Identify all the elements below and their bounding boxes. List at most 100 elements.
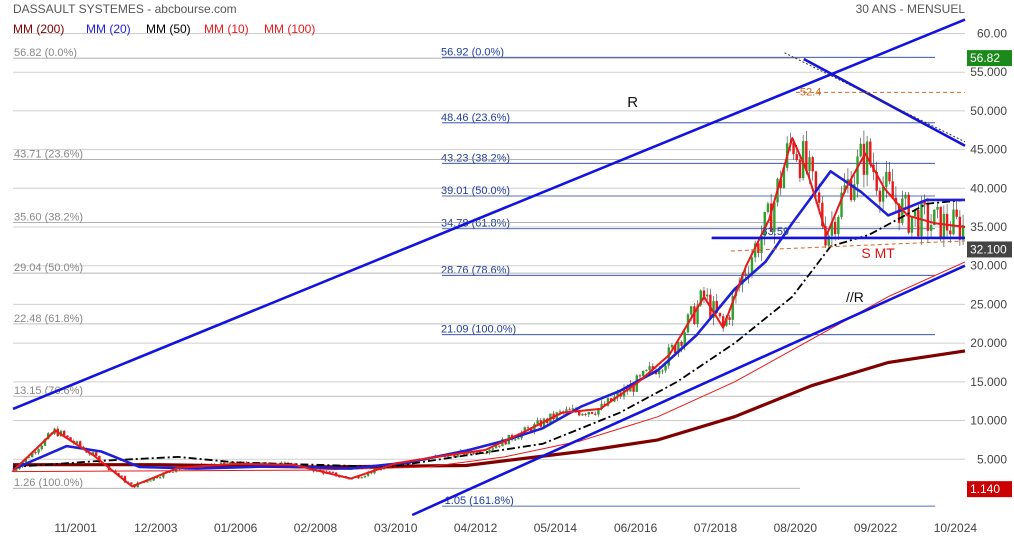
fib-level-label: 43.23 (38.2%)	[441, 152, 510, 164]
candle-body	[648, 366, 651, 370]
candle-body	[523, 427, 527, 433]
candle-body	[526, 427, 530, 429]
candle-body	[130, 482, 133, 485]
candle-body	[837, 217, 840, 235]
candle-body	[478, 450, 482, 454]
candle-body	[37, 449, 40, 453]
fib-level-label: 28.76 (78.6%)	[441, 264, 510, 276]
y-tick-label: 30.000	[970, 259, 1007, 273]
candle-body	[517, 438, 520, 440]
candle-body	[881, 186, 885, 202]
candle-body	[632, 384, 635, 392]
candle-body	[584, 413, 587, 415]
last-price-badge: 32.100	[967, 241, 1012, 258]
candle-body	[929, 225, 933, 231]
x-tick-label: 09/2022	[854, 521, 898, 535]
x-tick-label: 04/2012	[454, 521, 498, 535]
fib-level-label: 48.46 (23.6%)	[441, 112, 510, 124]
last-price-badge-text: 32.100	[970, 242, 1007, 256]
candle-body	[853, 184, 856, 201]
candle-body	[91, 452, 95, 455]
candle-body	[578, 411, 581, 416]
candle-body	[926, 204, 930, 231]
candle-body	[456, 452, 459, 458]
x-tick-label: 02/2008	[294, 521, 338, 535]
candle-body	[875, 172, 878, 191]
fibonacci-levels: 56.92 (0.0%) 48.46 (23.6%) 43.23 (38.2%) 39…	[13, 46, 935, 507]
candle-body	[961, 224, 965, 240]
candle-body	[840, 192, 843, 218]
y-tick-label: 55.000	[970, 65, 1007, 79]
candle-body	[744, 273, 747, 275]
legend-entry: MM (10)	[204, 22, 249, 36]
candle-body	[782, 167, 786, 189]
x-tick-label: 07/2018	[694, 521, 738, 535]
candle-body	[149, 480, 152, 482]
candle-body	[568, 409, 571, 411]
candle-body	[795, 154, 798, 161]
candle-body	[651, 366, 654, 370]
candle-body	[530, 428, 533, 432]
legend-entry: MM (50)	[146, 22, 191, 36]
candle-body	[769, 203, 773, 232]
candle-body	[366, 472, 370, 476]
candle-body	[817, 192, 821, 203]
candle-body	[162, 472, 165, 478]
candle-body	[34, 452, 37, 454]
candle-body	[94, 452, 98, 457]
candle-body	[705, 294, 709, 297]
candle-body	[40, 445, 43, 450]
candle-body	[43, 438, 47, 446]
candle-body	[123, 476, 127, 483]
candle-body	[923, 200, 926, 205]
series-line	[13, 349, 966, 469]
candle-body	[945, 214, 949, 231]
candle-body	[331, 471, 335, 473]
candle-body	[171, 471, 175, 473]
candle-body	[328, 471, 331, 473]
candle-body	[664, 365, 667, 371]
candle-body	[453, 454, 456, 458]
candle-body	[763, 212, 766, 236]
candle-body	[888, 171, 891, 182]
trendline	[803, 57, 966, 147]
fib-level-label: 1.26 (100.0%)	[14, 477, 83, 489]
candle-body	[491, 448, 495, 450]
candle-body	[808, 157, 811, 172]
candle-body	[357, 476, 360, 479]
chart-period: 30 ANS - MENSUEL	[856, 2, 966, 16]
candle-body	[673, 345, 677, 354]
candle-body	[718, 312, 722, 317]
candle-body	[821, 202, 824, 227]
x-tick-label: 01/2006	[214, 521, 258, 535]
trendline	[730, 240, 966, 252]
x-tick-label: 08/2020	[774, 521, 818, 535]
candle-body	[689, 306, 693, 315]
candle-body	[69, 437, 72, 441]
x-tick-label: 10/2024	[934, 521, 978, 535]
candle-body	[859, 143, 862, 157]
annotation-label: S MT	[861, 245, 895, 261]
y-tick-label: 35.000	[970, 220, 1007, 234]
candle-body	[885, 171, 888, 187]
candle-body	[683, 332, 686, 346]
annotations: R //R S MT 52.4 33.59	[627, 86, 895, 305]
candle-body	[494, 445, 498, 449]
candle-body	[904, 194, 907, 199]
candle-body	[536, 420, 539, 425]
fib-level-label: 35.60 (38.2%)	[14, 211, 83, 223]
x-tick-label: 11/2001	[54, 521, 97, 535]
low-price-badge-bg	[967, 481, 1012, 498]
fib-level-label: 43.71 (23.6%)	[14, 149, 83, 161]
candle-body	[533, 424, 536, 432]
fib-level-label: 56.92 (0.0%)	[441, 46, 504, 58]
annotation-label: 52.4	[800, 86, 821, 98]
annotation-label: 33.59	[762, 226, 790, 238]
candle-body	[936, 206, 939, 210]
candle-body	[408, 463, 411, 465]
y-tick-label: 20.000	[970, 336, 1007, 350]
series-line	[12, 261, 966, 473]
candle-body	[146, 481, 149, 483]
candle-body	[222, 462, 226, 464]
candle-body	[949, 230, 952, 235]
